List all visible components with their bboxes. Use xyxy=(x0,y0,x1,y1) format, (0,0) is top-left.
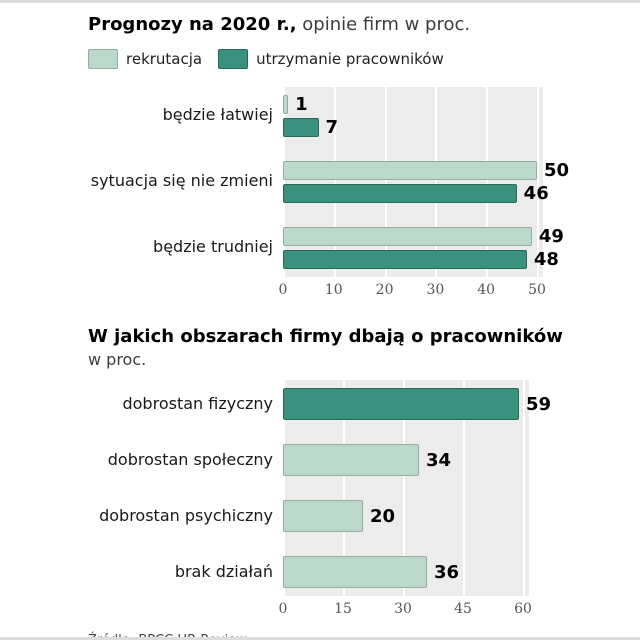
bar-line: 36 xyxy=(283,556,459,588)
bar-stack: 36 xyxy=(283,556,459,588)
bar-value-label: 50 xyxy=(544,159,570,181)
bar-value-label: 7 xyxy=(325,116,339,138)
bar xyxy=(283,388,519,420)
bar-line: 49 xyxy=(283,225,564,247)
bar-value-label: 46 xyxy=(523,182,549,204)
bar-group: będzie trudniej 49 48 xyxy=(0,225,640,270)
bar-line: 20 xyxy=(283,500,395,532)
bar-line: 59 xyxy=(283,388,551,420)
bar-group: dobrostan fizyczny 59 xyxy=(0,388,640,420)
bar-group: będzie łatwiej 1 7 xyxy=(0,93,640,138)
chart-prognozy-2020: będzie łatwiej 1 7 sytuacja się nie zmieni 5… xyxy=(0,86,640,302)
bar-value-label: 1 xyxy=(295,93,308,115)
bar-line: 48 xyxy=(283,248,564,270)
gridline xyxy=(463,380,465,596)
bar-line: 1 xyxy=(283,93,338,115)
bar-line: 7 xyxy=(283,116,339,138)
chart2-title: W jakich obszarach firmy dbają o pracown… xyxy=(88,326,640,371)
category-label: brak działań xyxy=(174,561,273,581)
axis-tick-label: 60 xyxy=(514,601,532,617)
axis-tick-label: 20 xyxy=(375,281,394,298)
axis-tick-label: 15 xyxy=(334,601,352,617)
axis-tick-label: 45 xyxy=(454,601,472,617)
bar xyxy=(283,94,289,114)
bar-stack: 50 46 xyxy=(283,159,570,204)
legend-swatch-utrzymanie xyxy=(218,48,249,69)
gridline xyxy=(537,86,539,277)
category-label: dobrostan fizyczny xyxy=(122,393,273,413)
bar-value-label: 34 xyxy=(426,449,452,471)
axis-tick-label: 0 xyxy=(278,281,288,298)
legend-label-rekrutacja: rekrutacja xyxy=(126,49,203,68)
bar xyxy=(283,556,427,588)
chart1-title-rest: opinie firm w proc. xyxy=(296,14,471,35)
bar xyxy=(283,226,532,246)
bottom-edge-strip xyxy=(0,637,640,640)
bar-value-label: 49 xyxy=(538,225,564,247)
bar-stack: 49 48 xyxy=(283,225,564,270)
bar-stack: 20 xyxy=(283,500,395,532)
chart2-title-bold: W jakich obszarach firmy dbają o pracown… xyxy=(88,325,563,347)
category-label: dobrostan społeczny xyxy=(107,449,273,469)
axis-tick-label: 30 xyxy=(426,281,445,298)
category-label: sytuacja się nie zmieni xyxy=(90,171,273,191)
bar-line: 50 xyxy=(283,159,570,181)
x-axis: 0 15 30 45 60 xyxy=(279,601,532,621)
gridline xyxy=(283,380,285,596)
bar-value-label: 48 xyxy=(533,248,559,270)
gridline xyxy=(333,86,336,277)
bar-group: dobrostan społeczny 34 xyxy=(0,444,640,476)
chart-rows: dobrostan fizyczny 59 dobrostan społeczny 3… xyxy=(0,380,640,596)
bar xyxy=(283,160,537,180)
chart-obszary-dbania: dobrostan fizyczny 59 dobrostan społeczny 3… xyxy=(0,380,640,621)
x-axis: 0 10 20 30 40 50 xyxy=(279,281,546,302)
bar-stack: 34 xyxy=(283,444,451,476)
bar xyxy=(283,117,319,137)
category-label: będzie łatwiej xyxy=(162,105,273,125)
source-note: Źródło: BPCC HR Review xyxy=(88,633,640,640)
top-edge-strip xyxy=(0,0,640,3)
bar xyxy=(283,249,527,269)
gridline xyxy=(283,86,285,277)
chart1-title: Prognozy na 2020 r., opinie firm w proc. xyxy=(88,14,640,37)
axis-tick-label: 0 xyxy=(278,601,288,617)
chart-rows: będzie łatwiej 1 7 sytuacja się nie zmieni 5… xyxy=(0,87,640,277)
gridline xyxy=(435,86,438,277)
gridline xyxy=(343,380,345,596)
bar xyxy=(283,183,517,203)
chart2-title-sub: w proc. xyxy=(88,350,147,369)
axis-tick-label: 50 xyxy=(528,281,546,298)
chart1-title-bold: Prognozy na 2020 r., xyxy=(88,14,297,35)
category-label: będzie trudniej xyxy=(153,237,273,257)
bar xyxy=(283,500,363,532)
gridline xyxy=(486,86,489,277)
axis-tick-label: 30 xyxy=(394,601,412,617)
axis-tick-label: 10 xyxy=(324,281,343,298)
bar-line: 34 xyxy=(283,444,451,476)
gridline xyxy=(384,86,387,277)
legend-item-rekrutacja: rekrutacja xyxy=(88,48,203,69)
bar-group: brak działań 36 xyxy=(0,556,640,588)
bar-value-label: 20 xyxy=(370,505,396,527)
bar-stack: 59 xyxy=(283,388,551,420)
bar xyxy=(283,444,419,476)
gridline xyxy=(403,380,405,596)
legend-label-utrzymanie: utrzymanie pracowników xyxy=(256,49,444,68)
gridline xyxy=(523,380,525,596)
bar-value-label: 59 xyxy=(526,393,552,415)
legend-item-utrzymanie: utrzymanie pracowników xyxy=(218,48,444,69)
bar-group: sytuacja się nie zmieni 50 46 xyxy=(0,159,640,204)
category-label: dobrostan psychiczny xyxy=(99,505,273,525)
legend: rekrutacja utrzymanie pracowników xyxy=(88,48,640,69)
bar-line: 46 xyxy=(283,182,569,204)
bar-group: dobrostan psychiczny 20 xyxy=(0,500,640,532)
legend-swatch-rekrutacja xyxy=(88,48,118,69)
axis-tick-label: 40 xyxy=(477,281,496,298)
bar-value-label: 36 xyxy=(434,561,460,583)
